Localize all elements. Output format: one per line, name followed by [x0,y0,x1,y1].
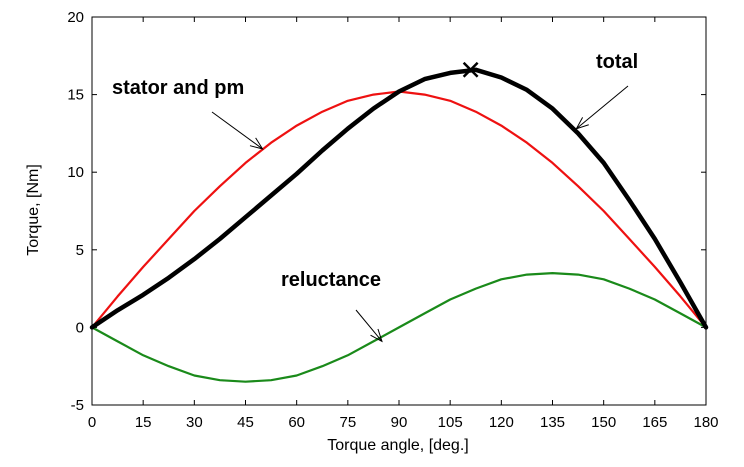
x-tick-label: 90 [391,414,408,431]
y-tick-label: 10 [67,164,84,181]
annotation-total: total [596,51,638,73]
x-tick-label: 30 [186,414,203,431]
marker-stroke [462,61,479,78]
y-tick-label: -5 [71,397,84,414]
annotation-reluctance: reluctance [281,269,381,291]
annotation-arrow-head [249,137,264,150]
annotation-arrow-head [370,328,383,343]
x-tick-label: 165 [642,414,667,431]
plot-frame [91,16,707,406]
y-tick-label: 0 [76,319,84,336]
x-tick-label: 45 [237,414,254,431]
max-torque-marker [462,61,479,78]
x-tick-label: 180 [693,414,718,431]
x-tick-label: 0 [88,414,96,431]
annotation-arrow-line [211,111,263,150]
plot-area [92,17,706,405]
x-tick-label: 135 [540,414,565,431]
x-tick-label: 105 [438,414,463,431]
y-axis-title: Torque, [Nm] [25,164,42,256]
annotation-arrow-head [575,117,589,130]
annotation-arrow-line [355,309,383,342]
y-tick-label: 5 [76,242,84,259]
y-tick-label: 20 [67,9,84,26]
x-tick-label: 120 [489,414,514,431]
x-tick-label: 15 [135,414,152,431]
series-line-reluctance [90,272,708,383]
annotation-stator-and-pm: stator and pm [112,77,244,99]
x-tick-label: 60 [288,414,305,431]
x-tick-label: 150 [591,414,616,431]
x-tick-label: 75 [339,414,356,431]
annotation-arrow-line [576,85,629,130]
series-line-total [89,67,709,330]
x-axis-title: Torque angle, [deg.] [327,437,468,454]
y-tick-label: 15 [67,87,84,104]
